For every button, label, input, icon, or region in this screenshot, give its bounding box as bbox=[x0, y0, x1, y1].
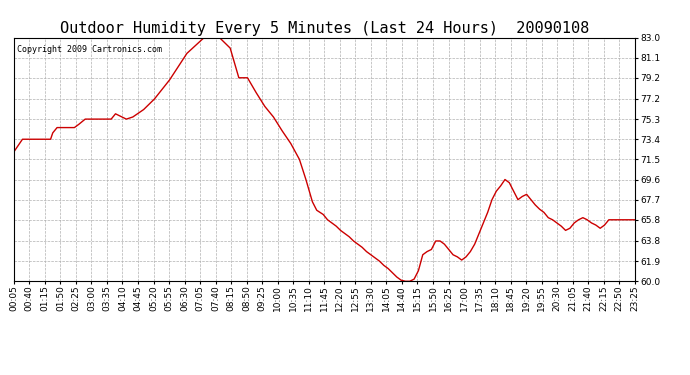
Text: Copyright 2009 Cartronics.com: Copyright 2009 Cartronics.com bbox=[17, 45, 162, 54]
Title: Outdoor Humidity Every 5 Minutes (Last 24 Hours)  20090108: Outdoor Humidity Every 5 Minutes (Last 2… bbox=[59, 21, 589, 36]
